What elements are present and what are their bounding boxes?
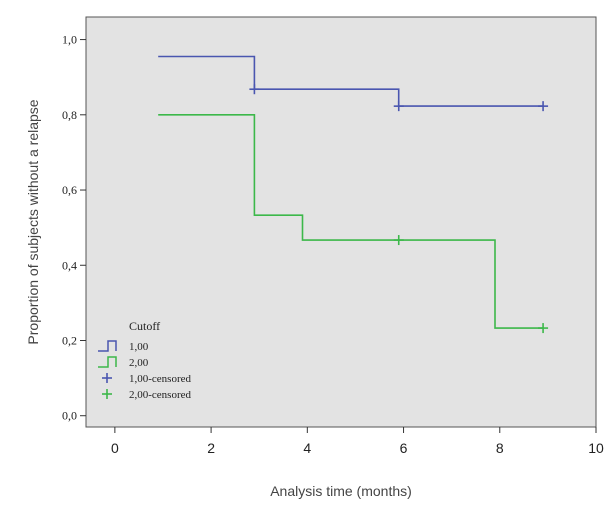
series-layer <box>158 55 549 334</box>
y-tick-label: 0,6 <box>62 183 77 197</box>
plot-area <box>85 16 597 428</box>
y-axis-label: Proportion of subjects without a relapse <box>25 99 41 344</box>
y-tick-label: 0,8 <box>62 108 77 122</box>
legend-step-swatch <box>98 340 117 352</box>
censor-mark-2 <box>393 235 404 246</box>
censor-mark-2 <box>538 323 549 334</box>
censor-mark-1 <box>393 101 404 112</box>
y-tick-label: 0,4 <box>62 258 77 272</box>
legend-label: 1,00 <box>129 341 149 353</box>
x-tick-label: 8 <box>496 440 504 456</box>
x-tick-label: 10 <box>588 440 604 456</box>
legend-label: 2,00 <box>129 357 149 369</box>
x-tick-label: 6 <box>400 440 408 456</box>
censor-mark-1 <box>538 101 549 112</box>
series-line-1 <box>158 55 544 107</box>
legend-title: Cutoff <box>129 319 160 333</box>
censor-mark-1 <box>249 84 260 95</box>
legend-label: 2,00-censored <box>129 389 192 401</box>
x-axis-label: Analysis time (months) <box>270 483 412 499</box>
y-tick-label: 0,0 <box>62 409 77 423</box>
axes: 0 2 4 6 8 10 0,0 0,2 0,4 0,6 0,8 1,0 <box>62 33 604 456</box>
series-line-2 <box>158 114 544 329</box>
x-tick-label: 4 <box>303 440 311 456</box>
x-tick-label: 2 <box>207 440 215 456</box>
y-tick-label: 0,2 <box>62 333 77 347</box>
legend-label: 1,00-censored <box>129 373 192 385</box>
y-tick-label: 1,0 <box>62 33 77 47</box>
legend: Cutoff 1,00 2,00 1,00-censored 2,00-censored <box>98 319 192 401</box>
legend-step-swatch <box>98 356 117 368</box>
x-tick-label: 0 <box>111 440 119 456</box>
